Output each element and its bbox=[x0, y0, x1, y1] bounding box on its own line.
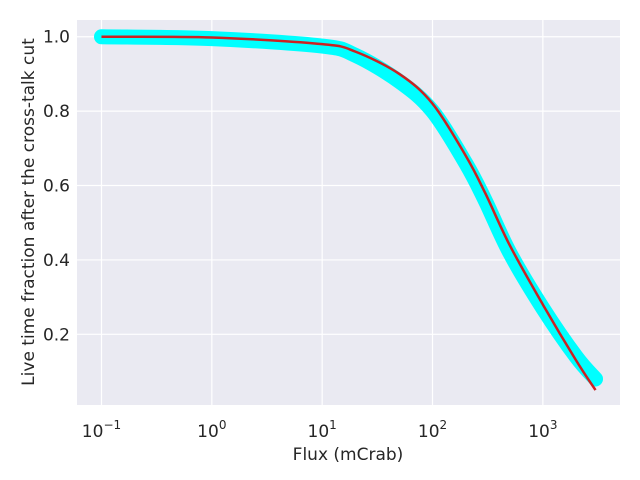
y-tick-label-1: 0.4 bbox=[43, 251, 70, 271]
y-axis-label: Live time fraction after the cross-talk … bbox=[19, 38, 39, 386]
x-tick-label-0: 10−1 bbox=[82, 418, 121, 442]
y-tick-labels: 0.2 0.4 0.6 0.8 1.0 bbox=[43, 28, 70, 346]
x-tick-label-4: 103 bbox=[528, 418, 557, 442]
x-tick-label-2: 101 bbox=[308, 418, 337, 442]
x-axis-label: Flux (mCrab) bbox=[293, 445, 404, 465]
grid bbox=[77, 20, 620, 405]
y-tick-label-4: 1.0 bbox=[43, 28, 70, 48]
x-tick-label-1: 100 bbox=[197, 418, 226, 442]
x-tick-labels: 10−1 100 101 102 103 bbox=[82, 418, 558, 442]
y-tick-label-0: 0.2 bbox=[43, 325, 70, 345]
cyan-band-series bbox=[93, 29, 604, 387]
plot-area bbox=[77, 20, 620, 405]
y-tick-label-3: 0.8 bbox=[43, 102, 70, 122]
red-line-series bbox=[101, 35, 597, 391]
series-layer bbox=[93, 29, 604, 391]
y-tick-label-2: 0.6 bbox=[43, 177, 70, 197]
x-tick-label-3: 102 bbox=[418, 418, 447, 442]
